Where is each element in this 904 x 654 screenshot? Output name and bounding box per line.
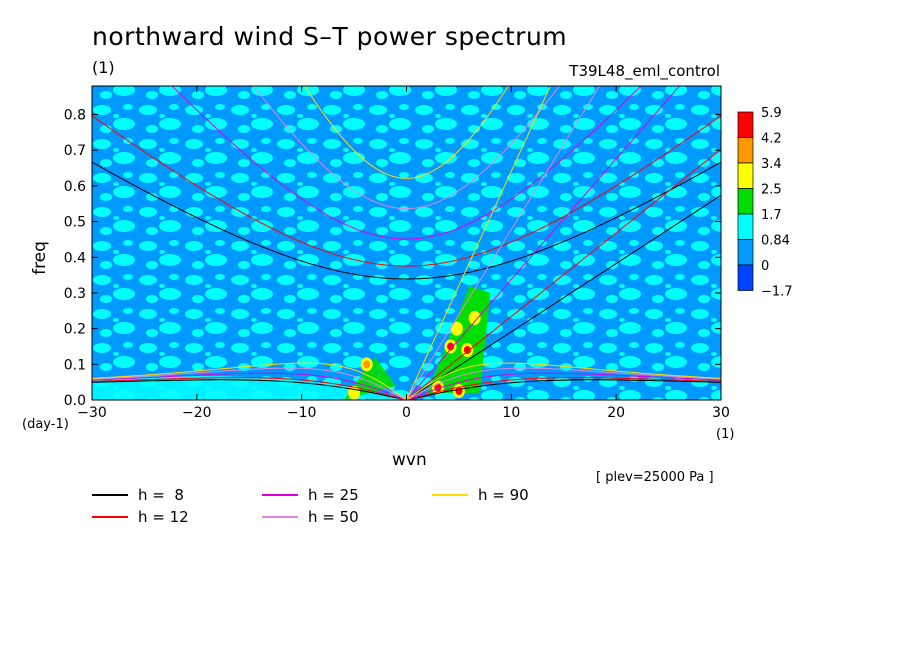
curve-kelvin-h50 bbox=[406, 86, 601, 400]
curve-rossby-h12 bbox=[92, 377, 721, 400]
spectrum-background bbox=[92, 86, 721, 400]
legend-item-h8: h = 8 bbox=[92, 486, 184, 504]
curve-rossby-h8 bbox=[92, 379, 721, 400]
legend-item-h12: h = 12 bbox=[92, 508, 189, 526]
curve-kelvin-h8 bbox=[406, 194, 721, 400]
chart-subtitle: (1) bbox=[92, 58, 115, 77]
plev-note: [ plev=25000 Pa ] bbox=[596, 470, 714, 485]
y-tick-label-6: 0.6 bbox=[64, 179, 86, 195]
legend-item-h50: h = 50 bbox=[262, 508, 359, 526]
hot-spot-3 bbox=[455, 387, 463, 396]
legend-label: h = 50 bbox=[308, 508, 359, 526]
legend-swatch bbox=[262, 494, 298, 496]
colorbar-label-5: 0.84 bbox=[761, 234, 790, 249]
colorbar-swatch-1 bbox=[737, 137, 754, 164]
y-axis-ticks: 0.0 0.1 0.2 0.3 0.4 0.5 0.6 0.7 0.8 bbox=[64, 108, 721, 409]
y-tick-label-4: 0.4 bbox=[64, 250, 86, 266]
plot-area bbox=[92, 86, 721, 400]
curve-gravity-h12 bbox=[92, 115, 721, 267]
x-tick-label-1: −20 bbox=[182, 405, 212, 421]
y-axis-unit: (day-1) bbox=[22, 417, 69, 432]
legend-item-h90: h = 90 bbox=[432, 486, 529, 504]
x-tick-label-4: 10 bbox=[502, 405, 520, 421]
y-tick-label-3: 0.3 bbox=[64, 286, 86, 302]
y-tick-label-5: 0.5 bbox=[64, 215, 86, 231]
colorbar-label-4: 1.7 bbox=[761, 208, 782, 223]
colorbar-swatch-5 bbox=[737, 239, 754, 266]
x-axis-ticks: −30 −20 −10 0 10 20 30 bbox=[77, 86, 730, 421]
hot-spot-7 bbox=[350, 388, 358, 397]
hot-spot-6 bbox=[471, 313, 479, 322]
hot-spot-0 bbox=[447, 342, 455, 351]
curve-gravity-h50 bbox=[252, 86, 561, 210]
curve-rossby-h25 bbox=[92, 372, 721, 400]
rossby-band bbox=[92, 375, 407, 400]
hot-spot-5 bbox=[453, 324, 461, 333]
hot-spot-4 bbox=[363, 360, 371, 369]
y-axis-label: freq bbox=[30, 241, 50, 275]
colorbar: 5.9 4.2 3.4 2.5 1.7 0.84 0 −1.7 bbox=[737, 106, 793, 300]
x-tick-label-3: 0 bbox=[402, 405, 411, 421]
legend-label: h = 25 bbox=[308, 486, 359, 504]
dispersion-curves bbox=[92, 86, 721, 400]
colorbar-swatch-3 bbox=[737, 188, 754, 215]
x-tick-label-0: −30 bbox=[77, 405, 107, 421]
legend-label: h = 8 bbox=[138, 486, 184, 504]
x-axis-label: wvn bbox=[392, 450, 427, 470]
hot-spots bbox=[348, 310, 481, 400]
curve-gravity-h90 bbox=[304, 86, 509, 179]
curve-rossby-h90 bbox=[92, 362, 721, 400]
colorbar-swatch-0 bbox=[737, 111, 754, 138]
colorbar-label-0: 5.9 bbox=[761, 106, 782, 121]
run-label: T39L48_eml_control bbox=[569, 62, 720, 80]
colorbar-swatch-6 bbox=[737, 264, 754, 291]
curve-gravity-h25 bbox=[171, 86, 642, 240]
y-tick-label-0: 0.0 bbox=[64, 393, 86, 409]
colorbar-label-7: −1.7 bbox=[761, 285, 793, 300]
x-tick-label-2: −10 bbox=[287, 405, 317, 421]
colorbar-swatch-2 bbox=[737, 162, 754, 189]
colorbar-label-1: 4.2 bbox=[761, 132, 782, 147]
curve-rossby-h50 bbox=[92, 367, 721, 400]
curve-gravity-h8 bbox=[92, 161, 721, 280]
x-tick-label-6: 30 bbox=[712, 405, 730, 421]
y-tick-label-7: 0.7 bbox=[64, 143, 86, 159]
y-tick-label-8: 0.8 bbox=[64, 108, 86, 124]
hot-spot-1 bbox=[463, 346, 471, 355]
y-tick-label-1: 0.1 bbox=[64, 357, 86, 373]
curve-kelvin-h90 bbox=[406, 86, 551, 400]
legend-swatch bbox=[262, 516, 298, 518]
chart-title: northward wind S–T power spectrum bbox=[92, 22, 568, 51]
colorbar-label-6: 0 bbox=[761, 259, 769, 274]
curve-kelvin-h12 bbox=[406, 148, 721, 400]
colorbar-label-3: 2.5 bbox=[761, 183, 782, 198]
legend-label: h = 90 bbox=[478, 486, 529, 504]
legend-item-h25: h = 25 bbox=[262, 486, 359, 504]
legend-swatch bbox=[92, 516, 128, 518]
legend-swatch bbox=[92, 494, 128, 496]
colorbar-label-2: 3.4 bbox=[761, 157, 782, 172]
x-axis-unit: (1) bbox=[716, 427, 734, 442]
legend-label: h = 12 bbox=[138, 508, 189, 526]
colorbar-swatch-4 bbox=[737, 213, 754, 240]
x-tick-label-5: 20 bbox=[607, 405, 625, 421]
y-tick-label-2: 0.2 bbox=[64, 322, 86, 338]
legend-swatch bbox=[432, 494, 468, 496]
curve-kelvin-h25 bbox=[406, 86, 681, 400]
